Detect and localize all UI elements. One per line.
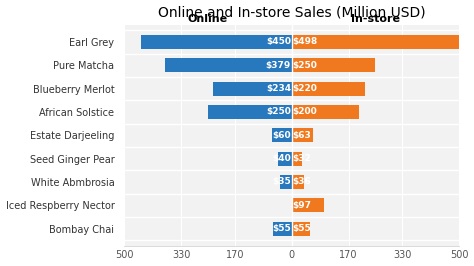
Bar (292, 152, 302, 165)
Bar (292, 198, 324, 212)
Text: $450: $450 (266, 38, 291, 47)
Text: $63: $63 (292, 131, 311, 140)
Text: $35: $35 (272, 177, 291, 186)
Text: $55: $55 (272, 224, 291, 233)
Text: $55: $55 (292, 224, 311, 233)
Bar (208, 105, 292, 119)
Text: $220: $220 (292, 84, 317, 93)
Text: $498: $498 (292, 38, 318, 47)
Bar (280, 175, 292, 189)
Text: $234: $234 (266, 84, 291, 93)
Bar (292, 175, 304, 189)
Text: $97: $97 (292, 201, 311, 210)
Text: $32: $32 (292, 154, 311, 163)
Bar (272, 128, 292, 142)
Text: $379: $379 (266, 61, 291, 70)
Text: $250: $250 (266, 107, 291, 117)
Bar (141, 35, 292, 49)
Bar (164, 58, 292, 72)
Text: $200: $200 (292, 107, 317, 117)
Text: $250: $250 (292, 61, 317, 70)
Text: $40: $40 (272, 154, 291, 163)
Bar (292, 58, 375, 72)
Title: Online and In-store Sales (Million USD): Online and In-store Sales (Million USD) (158, 6, 426, 20)
Bar (292, 35, 458, 49)
Bar (292, 105, 359, 119)
Bar (278, 152, 292, 165)
Bar (292, 128, 313, 142)
Bar (273, 222, 292, 236)
Bar (213, 82, 292, 95)
Bar (292, 222, 310, 236)
Text: $36: $36 (292, 177, 311, 186)
Text: In-store: In-store (351, 14, 400, 24)
Text: $60: $60 (273, 131, 291, 140)
Bar (292, 82, 365, 95)
Text: Online: Online (188, 14, 228, 24)
